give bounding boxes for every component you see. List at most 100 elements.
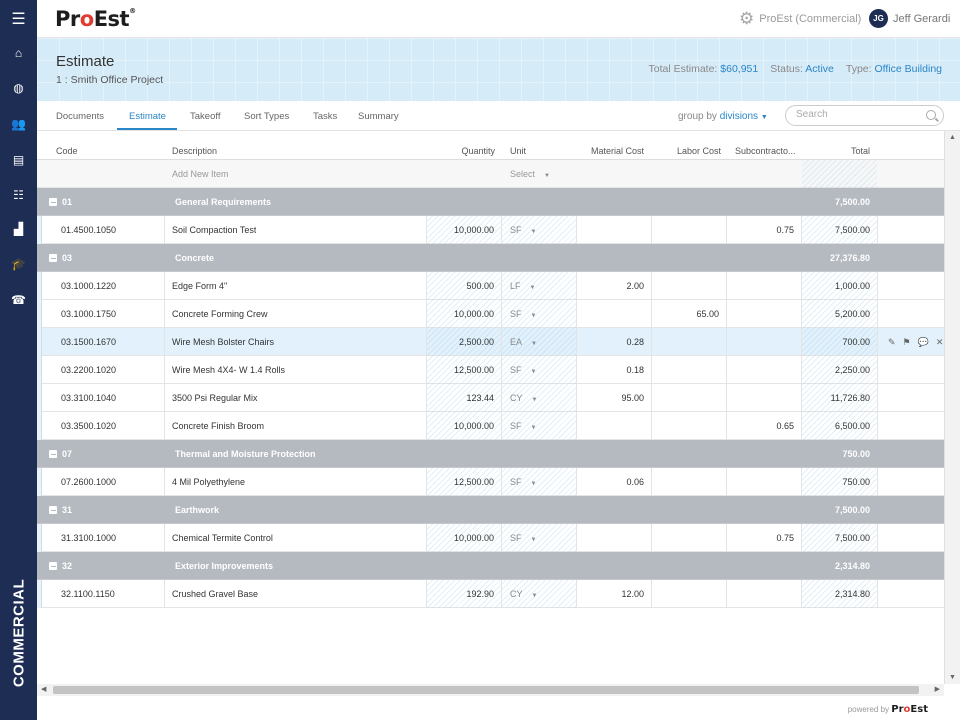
item-description[interactable]: Concrete Forming Crew — [172, 309, 268, 319]
horizontal-scrollbar[interactable]: ◀ ▶ — [37, 684, 944, 696]
item-material-cost[interactable] — [577, 300, 644, 328]
col-description[interactable]: Description — [172, 146, 218, 156]
item-sub-cost[interactable] — [727, 328, 794, 356]
home-icon[interactable]: ⌂ — [14, 46, 23, 60]
table-row[interactable]: 03.3100.1040 3500 Psi Regular Mix 123.44 95… — [37, 384, 944, 412]
item-total[interactable]: 700.00 — [842, 337, 870, 347]
item-labor-cost[interactable] — [652, 216, 719, 244]
add-new-item-row[interactable]: Add New Item Select ▼ — [37, 160, 944, 188]
search-icon[interactable] — [926, 110, 936, 120]
flag-icon[interactable]: ⚑ — [902, 336, 911, 347]
division-row[interactable]: 01 General Requirements 7,500.00 — [37, 188, 944, 216]
item-code[interactable]: 03.1000.1750 — [61, 309, 117, 319]
item-material-cost[interactable] — [577, 216, 644, 244]
division-row[interactable]: 07 Thermal and Moisture Protection 750.00 — [37, 440, 944, 468]
proest-logo[interactable]: ProEst® — [55, 7, 136, 31]
globe-icon[interactable]: ◍ — [13, 81, 24, 95]
item-quantity[interactable]: 12,500.00 — [453, 477, 494, 487]
item-quantity[interactable]: 10,000.00 — [453, 225, 494, 235]
item-unit-select[interactable]: CY ▼ — [510, 393, 538, 403]
item-total[interactable]: 2,250.00 — [834, 365, 870, 375]
item-unit-select[interactable]: SF ▼ — [510, 225, 537, 235]
item-sub-cost[interactable] — [727, 468, 794, 496]
item-unit-select[interactable]: SF ▼ — [510, 309, 537, 319]
table-row[interactable]: 03.1500.1670 Wire Mesh Bolster Chairs 2,50… — [37, 328, 944, 356]
item-material-cost[interactable] — [577, 412, 644, 440]
reports-icon[interactable]: ▟ — [13, 222, 24, 236]
tab-sort-types[interactable]: Sort Types — [244, 111, 290, 122]
vertical-scrollbar[interactable]: ▲ ▼ — [944, 131, 960, 684]
item-code[interactable]: 32.1100.1150 — [61, 589, 115, 599]
item-description[interactable]: Soil Compaction Test — [172, 225, 257, 235]
item-unit-select[interactable]: SF ▼ — [510, 365, 537, 375]
search-box[interactable] — [785, 105, 944, 126]
item-description[interactable]: Concrete Finish Broom — [172, 421, 265, 431]
item-quantity[interactable]: 10,000.00 — [453, 309, 494, 319]
item-material-cost[interactable]: 95.00 — [621, 393, 644, 403]
users-icon[interactable]: 👥 — [11, 117, 26, 131]
item-material-cost[interactable]: 12.00 — [621, 589, 644, 599]
item-unit-select[interactable]: CY ▼ — [510, 589, 538, 599]
item-quantity[interactable]: 192.90 — [466, 589, 494, 599]
item-total[interactable]: 1,000.00 — [834, 281, 870, 291]
tab-documents[interactable]: Documents — [56, 111, 105, 122]
education-icon[interactable]: 🎓 — [11, 257, 26, 271]
item-description[interactable]: Edge Form 4" — [172, 281, 228, 291]
item-description[interactable]: Wire Mesh 4X4- W 1.4 Rolls — [172, 365, 286, 375]
item-description[interactable]: Chemical Termite Control — [172, 533, 273, 543]
division-row[interactable]: 03 Concrete 27,376.80 — [37, 244, 944, 272]
item-unit-select[interactable]: SF ▼ — [510, 477, 537, 487]
scroll-up-icon[interactable]: ▲ — [949, 134, 956, 141]
item-total[interactable]: 2,314.80 — [834, 589, 870, 599]
item-sub-cost[interactable]: 0.65 — [776, 421, 794, 431]
delete-icon[interactable]: ✕ — [935, 336, 944, 347]
checklist-icon[interactable]: ☷ — [13, 188, 24, 202]
item-sub-cost[interactable]: 0.75 — [776, 225, 794, 235]
tab-tasks[interactable]: Tasks — [313, 111, 338, 122]
item-code[interactable]: 03.2200.1020 — [61, 365, 117, 375]
col-material-cost[interactable]: Material Cost — [591, 146, 645, 156]
item-material-cost[interactable]: 0.06 — [626, 477, 644, 487]
item-labor-cost[interactable] — [652, 580, 719, 608]
table-row[interactable]: 03.2200.1020 Wire Mesh 4X4- W 1.4 Rolls 12… — [37, 356, 944, 384]
inbox-icon[interactable]: ▤ — [12, 153, 25, 167]
col-subcontractor[interactable]: Subcontracto... — [735, 146, 796, 156]
item-quantity[interactable]: 10,000.00 — [453, 421, 494, 431]
col-total[interactable]: Total — [850, 146, 870, 156]
scroll-down-icon[interactable]: ▼ — [949, 674, 956, 681]
col-labor-cost[interactable]: Labor Cost — [677, 146, 722, 156]
tab-summary[interactable]: Summary — [358, 111, 399, 122]
division-row[interactable]: 32 Exterior Improvements 2,314.80 — [37, 552, 944, 580]
item-quantity[interactable]: 500.00 — [466, 281, 494, 291]
comment-icon[interactable]: 💬 — [917, 336, 929, 347]
collapse-icon[interactable] — [49, 450, 57, 458]
tab-estimate[interactable]: Estimate — [129, 111, 166, 122]
item-total[interactable]: 7,500.00 — [834, 533, 870, 543]
col-quantity[interactable]: Quantity — [461, 146, 495, 156]
item-code[interactable]: 07.2600.1000 — [61, 477, 117, 487]
col-unit[interactable]: Unit — [510, 146, 527, 156]
item-sub-cost[interactable] — [727, 272, 794, 300]
table-row[interactable]: 03.3500.1020 Concrete Finish Broom 10,000.… — [37, 412, 944, 440]
item-sub-cost[interactable] — [727, 300, 794, 328]
item-labor-cost[interactable] — [652, 328, 719, 356]
search-input[interactable] — [796, 109, 916, 120]
item-material-cost[interactable]: 2.00 — [626, 281, 644, 291]
item-unit-select[interactable]: LF ▼ — [510, 281, 536, 291]
support-icon[interactable]: ☎ — [11, 293, 26, 307]
item-quantity[interactable]: 10,000.00 — [453, 533, 494, 543]
item-sub-cost[interactable] — [727, 580, 794, 608]
item-labor-cost[interactable]: 65.00 — [696, 309, 719, 319]
collapse-icon[interactable] — [49, 254, 57, 262]
item-sub-cost[interactable] — [727, 356, 794, 384]
collapse-icon[interactable] — [49, 198, 57, 206]
table-row[interactable]: 07.2600.1000 4 Mil Polyethylene 12,500.00 0… — [37, 468, 944, 496]
item-unit-select[interactable]: SF ▼ — [510, 533, 537, 543]
group-by-selector[interactable]: group by divisions ▼ — [678, 111, 768, 122]
table-row[interactable]: 01.4500.1050 Soil Compaction Test 10,000.0… — [37, 216, 944, 244]
item-labor-cost[interactable] — [652, 384, 719, 412]
item-quantity[interactable]: 12,500.00 — [453, 365, 494, 375]
item-material-cost[interactable]: 0.18 — [626, 365, 644, 375]
scroll-right-icon[interactable]: ▶ — [934, 686, 940, 693]
item-sub-cost[interactable]: 0.75 — [776, 533, 794, 543]
